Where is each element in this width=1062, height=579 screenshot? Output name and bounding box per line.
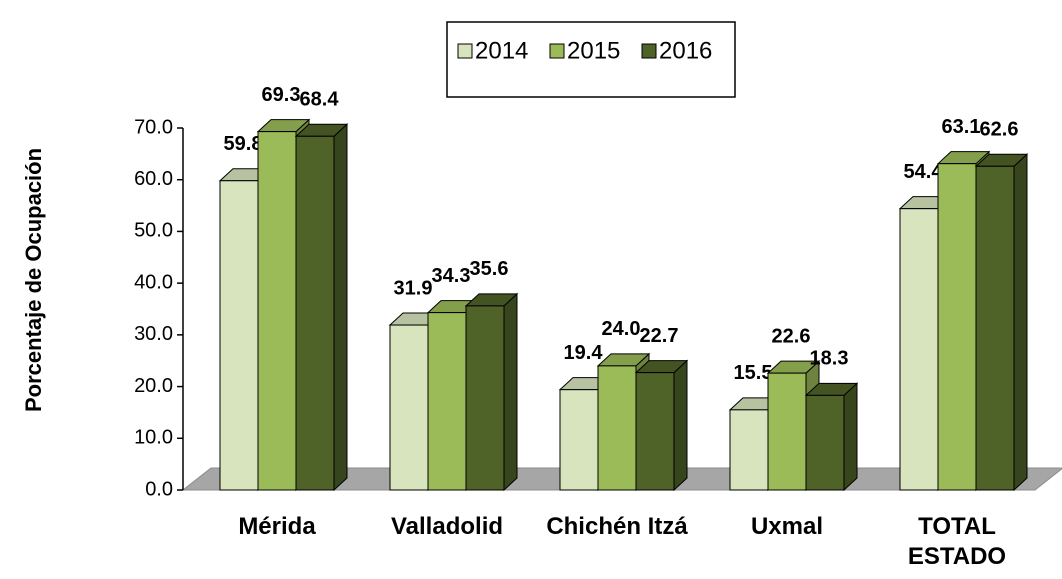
- bar-face: [937, 163, 977, 491]
- legend-label: 2016: [659, 37, 712, 64]
- y-tick-label: 60.0: [134, 168, 173, 190]
- x-tick-label: TOTAL ESTADO: [907, 513, 1007, 570]
- y-tick-label: 0.0: [145, 478, 173, 500]
- bar-face: [1013, 153, 1028, 492]
- bar: [464, 292, 519, 492]
- bar-face: [899, 208, 939, 491]
- x-tick-label: Uxmal: [750, 513, 824, 540]
- bar-face: [767, 372, 807, 491]
- value-label: 69.3: [262, 84, 301, 106]
- bar-face: [465, 305, 505, 491]
- bar-face: [219, 180, 259, 491]
- bar-face: [805, 394, 845, 491]
- value-label: 24.0: [602, 318, 641, 340]
- bar: [634, 359, 689, 492]
- value-label: 22.7: [640, 325, 679, 347]
- x-tick-label: Mérida: [238, 513, 316, 540]
- value-label: 35.6: [470, 258, 509, 280]
- value-label: 31.9: [394, 277, 433, 299]
- bar-face: [975, 165, 1015, 491]
- x-tick-label: Chichén Itzá: [546, 513, 688, 540]
- value-label: 22.6: [772, 325, 811, 347]
- y-tick-label: 50.0: [134, 220, 173, 242]
- value-label: 68.4: [300, 89, 340, 111]
- bar-face: [257, 131, 297, 491]
- bar-face: [295, 135, 335, 491]
- value-label: 34.3: [432, 265, 471, 287]
- value-label: 54.4: [904, 161, 944, 183]
- value-label: 63.1: [942, 116, 981, 138]
- bar-face: [559, 389, 599, 491]
- bar: [294, 123, 349, 492]
- value-label: 62.6: [980, 119, 1019, 141]
- y-tick-label: 20.0: [134, 375, 173, 397]
- legend-box: [446, 21, 736, 98]
- y-tick-label: 30.0: [134, 323, 173, 345]
- legend-swatch: [549, 43, 565, 59]
- bar-face: [673, 359, 688, 492]
- y-tick-label: 70.0: [134, 116, 173, 138]
- bar-face: [635, 372, 675, 491]
- value-label: 59.8: [224, 133, 263, 155]
- y-tick-label: 40.0: [134, 271, 173, 293]
- x-tick-label: Valladolid: [390, 513, 504, 540]
- value-label: 19.4: [564, 342, 604, 364]
- bar-face: [389, 324, 429, 491]
- y-axis-label: Porcentaje de Ocupación: [21, 148, 46, 412]
- y-tick-label: 10.0: [134, 427, 173, 449]
- bar-face: [843, 382, 858, 492]
- value-label: 15.5: [734, 362, 773, 384]
- legend-label: 2015: [567, 37, 620, 64]
- bar-face: [503, 292, 518, 492]
- legend-swatch: [641, 43, 657, 59]
- bar-face: [729, 409, 769, 491]
- bar-face: [427, 312, 467, 491]
- bar: [804, 382, 859, 492]
- legend-label: 2014: [475, 37, 528, 64]
- value-label: 18.3: [810, 348, 849, 370]
- bar: [974, 153, 1029, 492]
- bar-face: [597, 365, 637, 491]
- legend-swatch: [457, 43, 473, 59]
- bar-face: [333, 123, 348, 492]
